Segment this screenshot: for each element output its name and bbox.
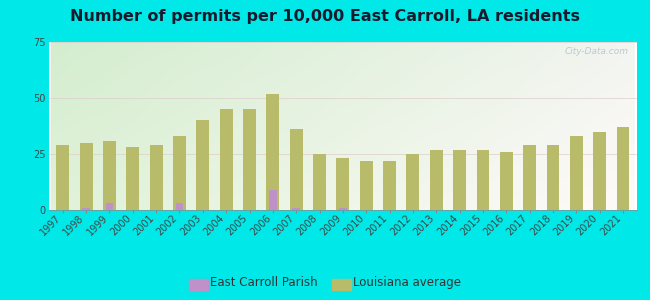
Bar (290, 129, 303, 210)
Bar (243, 109, 256, 210)
Bar (220, 109, 233, 210)
Text: Number of permits per 10,000 East Carroll, LA residents: Number of permits per 10,000 East Carrol… (70, 9, 580, 24)
Bar (453, 149, 466, 210)
Bar (430, 149, 443, 210)
Bar (126, 147, 139, 210)
Bar (313, 154, 326, 210)
Bar (266, 94, 280, 210)
Bar (523, 145, 536, 210)
Bar (292, 208, 300, 210)
Bar (196, 120, 209, 210)
Bar (500, 152, 513, 210)
Bar (80, 143, 92, 210)
Bar (337, 158, 349, 210)
Bar (406, 154, 419, 210)
Bar (176, 203, 183, 210)
Bar (57, 145, 69, 210)
Bar (269, 190, 277, 210)
Bar (547, 145, 560, 210)
Bar (339, 208, 346, 210)
Bar (476, 149, 489, 210)
Bar (83, 208, 90, 210)
Bar (593, 132, 606, 210)
Bar (150, 145, 162, 210)
Bar (105, 203, 113, 210)
Bar (103, 141, 116, 210)
Bar (383, 161, 396, 210)
Bar (617, 127, 629, 210)
Text: City-Data.com: City-Data.com (564, 47, 628, 56)
Bar (360, 161, 372, 210)
Bar (173, 136, 186, 210)
Legend: East Carroll Parish, Louisiana average: East Carroll Parish, Louisiana average (187, 273, 463, 291)
Bar (570, 136, 583, 210)
